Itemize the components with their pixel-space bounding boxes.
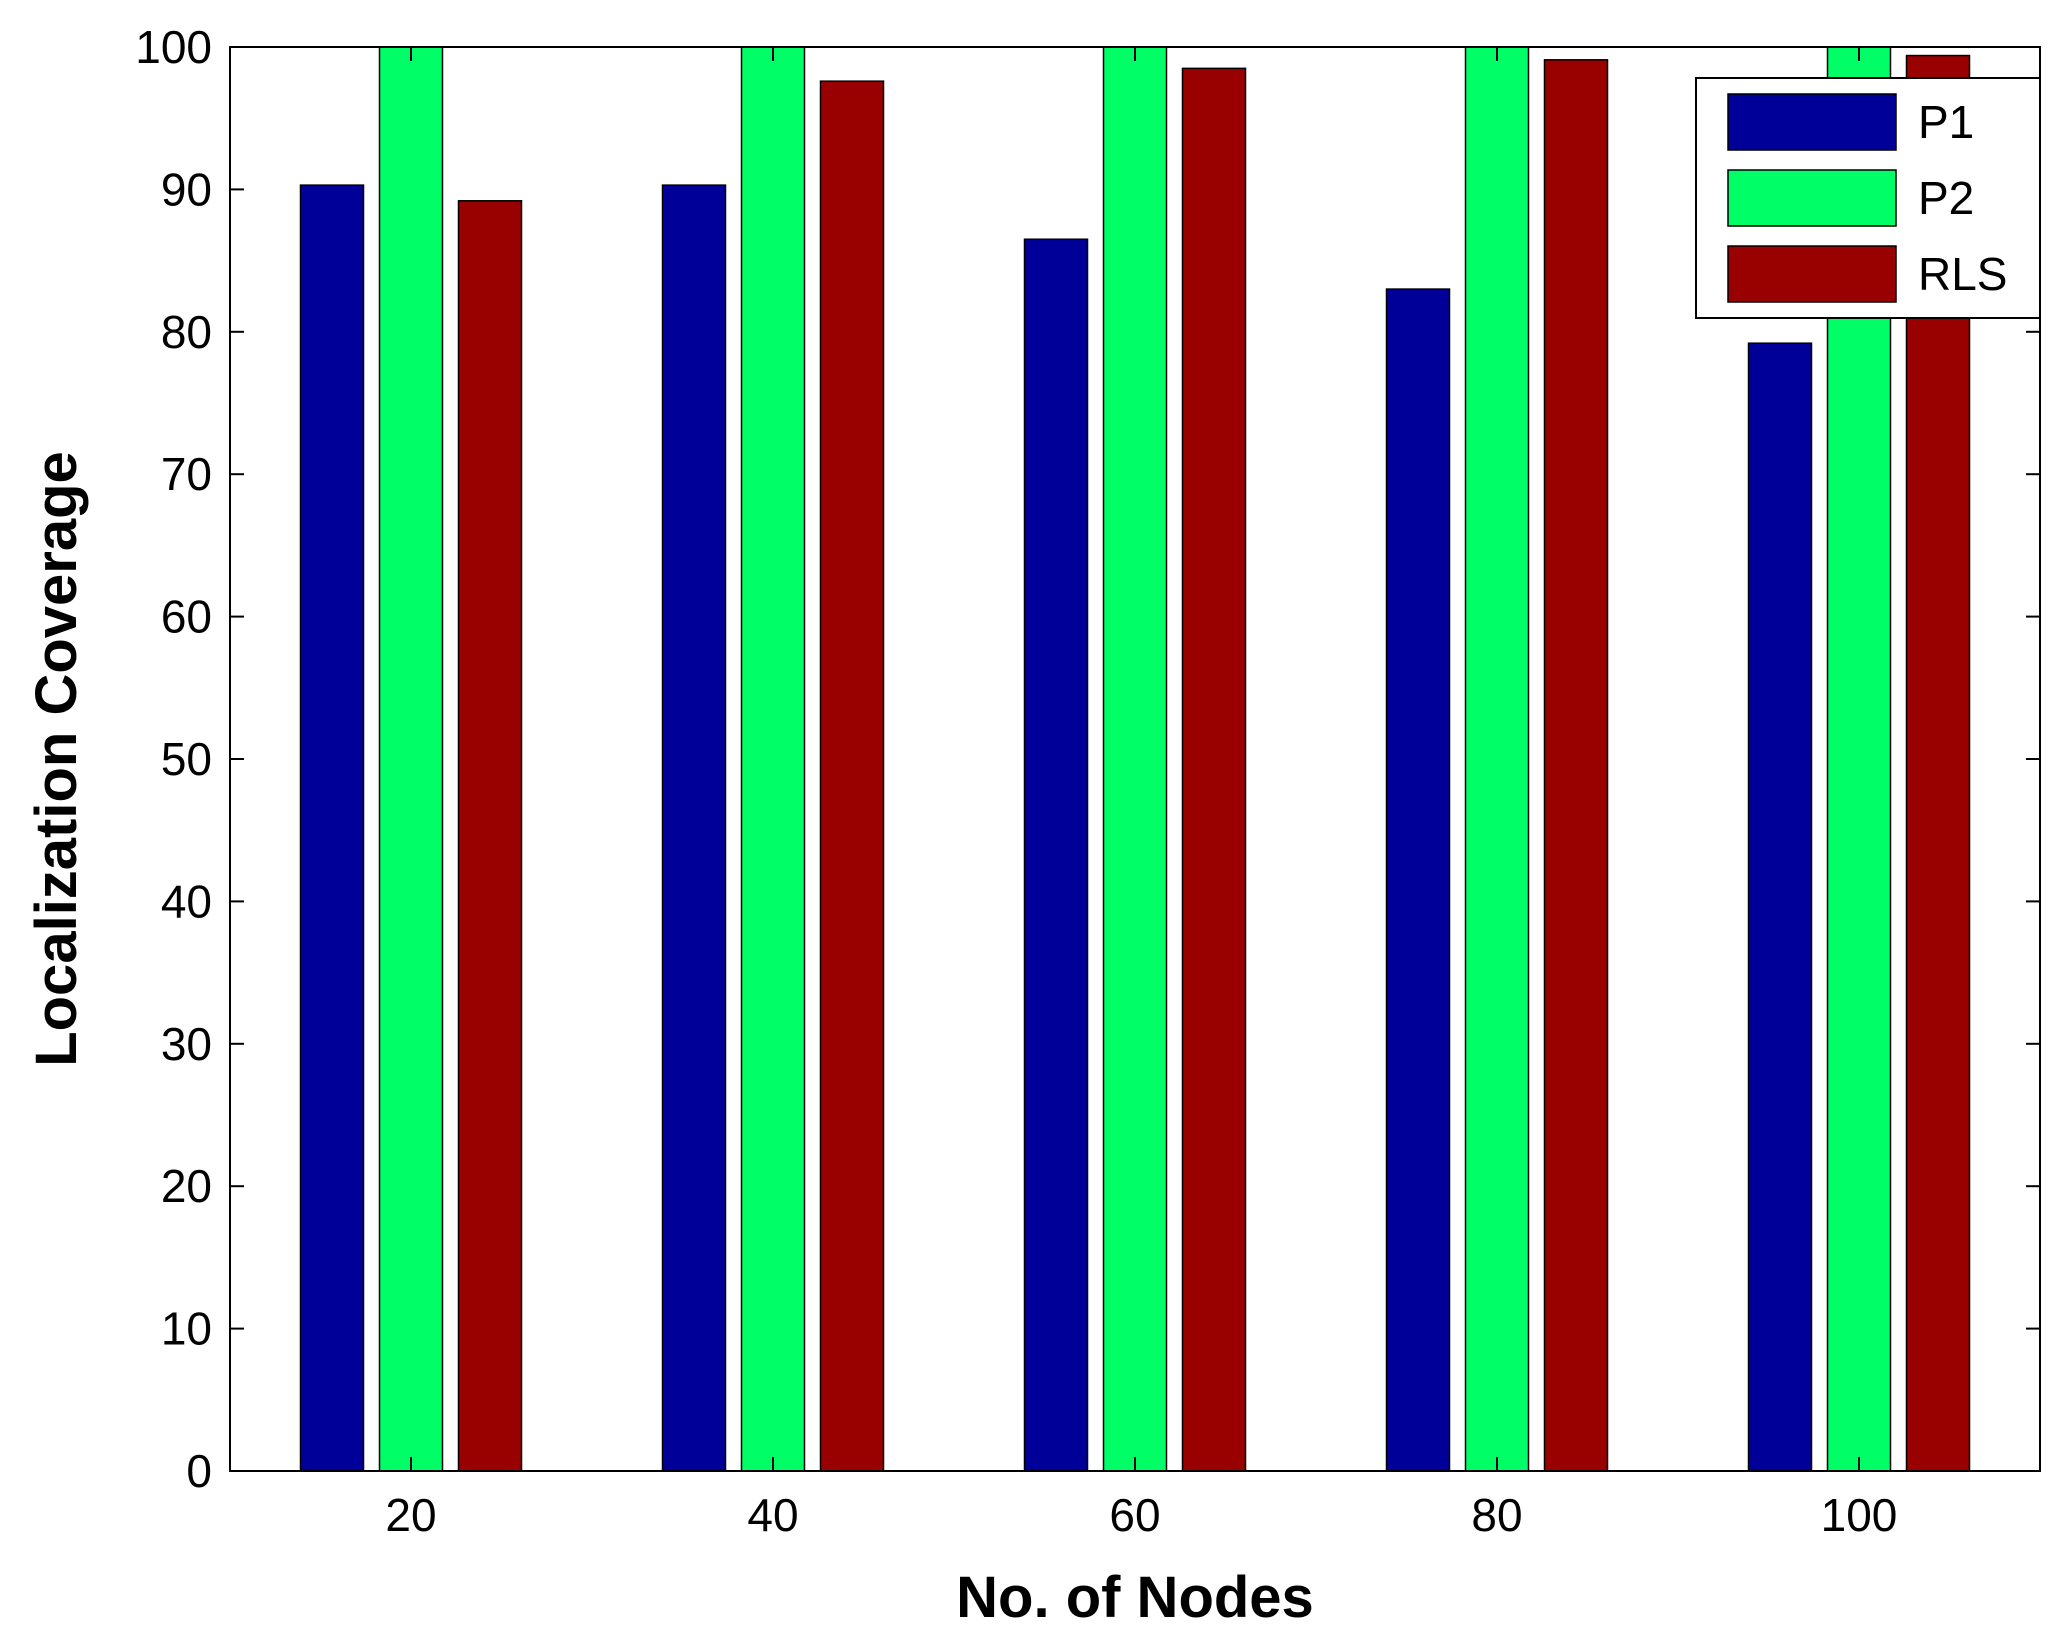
bar-p2-80	[1464, 46, 1530, 1472]
bar-p1-20	[299, 184, 365, 1472]
y-axis: 0 10 20 30 40 50 60 70 80 90 100	[135, 21, 2040, 1497]
y-tick-label: 100	[135, 21, 212, 73]
x-tick-label: 80	[1471, 1489, 1522, 1541]
y-tick-label: 10	[161, 1303, 212, 1355]
y-tick-label: 60	[161, 591, 212, 643]
bar-p1-40	[661, 184, 727, 1472]
y-tick-label: 20	[161, 1160, 212, 1212]
legend-label-p1: P1	[1918, 96, 1974, 148]
x-tick-label: 100	[1821, 1489, 1898, 1541]
y-tick-label: 50	[161, 733, 212, 785]
y-tick-label: 90	[161, 163, 212, 215]
x-tick-label: 20	[385, 1489, 436, 1541]
y-tick-label: 30	[161, 1018, 212, 1070]
x-tick-label: 40	[747, 1489, 798, 1541]
bar-p1-100	[1747, 342, 1813, 1472]
bars-layer	[299, 46, 1971, 1472]
y-tick-label: 70	[161, 448, 212, 500]
bar-p1-80	[1385, 288, 1451, 1472]
x-tick-label: 60	[1109, 1489, 1160, 1541]
y-axis-title: Localization Coverage	[24, 451, 89, 1067]
legend-swatch-rls	[1727, 245, 1897, 303]
bar-p2-20	[378, 46, 444, 1472]
bar-rls-20	[457, 200, 523, 1472]
x-axis: 20 40 60 80 100	[385, 47, 1897, 1541]
bar-rls-60	[1181, 67, 1247, 1472]
bar-rls-40	[819, 80, 885, 1472]
y-tick-label: 40	[161, 875, 212, 927]
bar-p2-40	[740, 46, 806, 1472]
bar-p1-60	[1023, 238, 1089, 1472]
x-axis-title: No. of Nodes	[956, 1565, 1314, 1630]
legend-swatch-p1	[1727, 93, 1897, 151]
legend-swatch-p2	[1727, 169, 1897, 227]
legend-label-p2: P2	[1918, 172, 1974, 224]
y-tick-label: 80	[161, 306, 212, 358]
bar-rls-80	[1543, 59, 1609, 1472]
y-tick-label: 0	[186, 1445, 212, 1497]
legend-label-rls: RLS	[1918, 248, 2007, 300]
bar-p2-60	[1102, 46, 1168, 1472]
legend: P1 P2 RLS	[1695, 77, 2041, 319]
